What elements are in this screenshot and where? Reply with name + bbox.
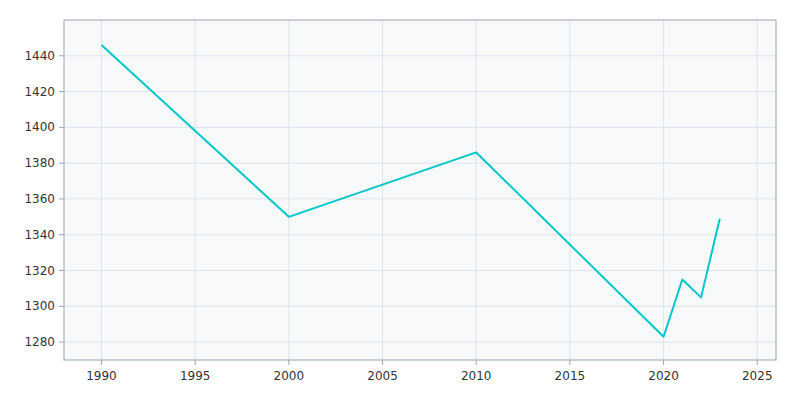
y-tick-label: 1360 xyxy=(24,192,55,206)
x-tick xyxy=(757,360,758,365)
y-tick xyxy=(59,55,64,56)
x-grid-line xyxy=(476,20,477,360)
x-tick xyxy=(569,360,570,365)
x-tick xyxy=(195,360,196,365)
y-grid-line xyxy=(64,234,776,235)
x-grid-line xyxy=(757,20,758,360)
x-grid-line xyxy=(569,20,570,360)
y-tick-label: 1300 xyxy=(24,299,55,313)
y-tick xyxy=(59,198,64,199)
y-grid-line xyxy=(64,198,776,199)
y-grid-line xyxy=(64,342,776,343)
y-tick xyxy=(59,127,64,128)
x-tick xyxy=(288,360,289,365)
x-tick xyxy=(101,360,102,365)
x-tick-label: 2025 xyxy=(742,369,773,383)
x-grid-line xyxy=(663,20,664,360)
line xyxy=(101,45,719,337)
y-tick-label: 1340 xyxy=(24,228,55,242)
y-tick-label: 1280 xyxy=(24,335,55,349)
y-tick xyxy=(59,270,64,271)
y-grid-line xyxy=(64,306,776,307)
y-tick-label: 1380 xyxy=(24,156,55,170)
y-tick xyxy=(59,306,64,307)
y-tick-label: 1320 xyxy=(24,264,55,278)
plot-background xyxy=(64,20,776,360)
x-tick xyxy=(663,360,664,365)
plot-frame xyxy=(64,20,776,360)
x-tick xyxy=(382,360,383,365)
y-grid-line xyxy=(64,127,776,128)
x-tick xyxy=(476,360,477,365)
x-grid-line xyxy=(382,20,383,360)
x-grid-line xyxy=(288,20,289,360)
x-tick-label: 2005 xyxy=(367,369,398,383)
y-grid-line xyxy=(64,270,776,271)
data xyxy=(101,45,719,337)
y-tick-label: 1400 xyxy=(24,120,55,134)
x-tick-label: 1990 xyxy=(86,369,117,383)
x-grid-line xyxy=(195,20,196,360)
y-grid-line xyxy=(64,163,776,164)
x-tick-label: 2020 xyxy=(648,369,679,383)
chart: 1990 1995 2000 2005 2010 2015 2020 2025 1280 1300… xyxy=(0,0,800,400)
chart-container: 1990 1995 2000 2005 2010 2015 2020 2025 1280 1300… xyxy=(0,0,800,400)
y-tick-label: 1420 xyxy=(24,85,55,99)
y-tick xyxy=(59,342,64,343)
x-tick-label: 2000 xyxy=(274,369,305,383)
y-grid-line xyxy=(64,91,776,92)
y-tick xyxy=(59,163,64,164)
x-tick-label: 1995 xyxy=(180,369,211,383)
x-grid-line xyxy=(101,20,102,360)
y-grid-line xyxy=(64,55,776,56)
y-tick-label: 1440 xyxy=(24,49,55,63)
y-tick xyxy=(59,91,64,92)
grid xyxy=(64,20,776,360)
y-tick xyxy=(59,234,64,235)
x-tick-label: 2015 xyxy=(555,369,586,383)
x-tick-label: 2010 xyxy=(461,369,492,383)
